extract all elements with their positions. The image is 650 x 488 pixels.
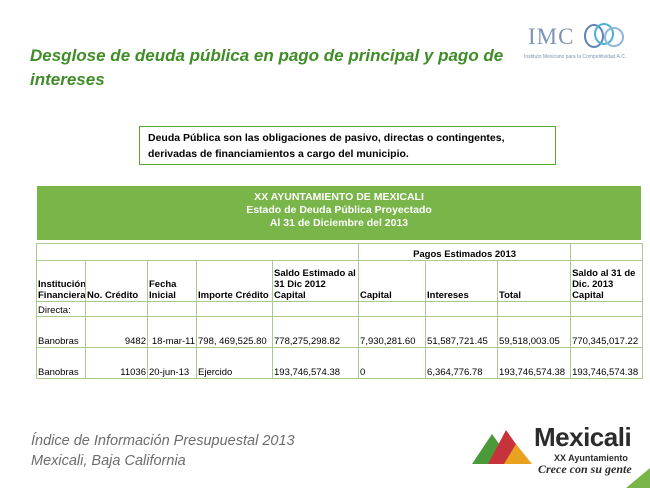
banner-line-3: Al 31 de Diciembre del 2013 (269, 217, 409, 229)
header-total: Total (497, 260, 572, 302)
cell-capital: 7,930,281.60 (358, 316, 427, 348)
definition-box: Deuda Pública son las obligaciones de pa… (139, 126, 556, 165)
table-banner: XX AYUNTAMIENTO DE MEXICALI Estado de De… (37, 186, 641, 240)
cell-total: 59,518,003.05 (497, 316, 572, 348)
imco-logo-subtitle: Instituto Mexicano para la Competitivida… (524, 54, 627, 60)
mexicali-logo: Mexicali XX Ayuntamiento Crece con su ge… (470, 420, 648, 480)
header-intereses: Intereses (425, 260, 499, 302)
debt-table: Pagos Estimados 2013 Institución Financi… (35, 243, 644, 379)
table-group-header-row: Pagos Estimados 2013 (35, 243, 644, 261)
payments-group-header: Pagos Estimados 2013 (358, 243, 572, 261)
footer-line-2: Mexicali, Baja California (31, 453, 186, 469)
footer-line-1: Índice de Información Presupuestal 2013 (31, 433, 295, 449)
header-credito: No. Crédito (85, 260, 148, 302)
table-header-row: Institución Financiera No. Crédito Fecha… (36, 260, 644, 302)
imco-logo-word: IMC (528, 24, 575, 49)
cell-institucion: Banobras (36, 316, 86, 348)
table-cell-empty (570, 243, 644, 261)
mexicali-mountains-icon (472, 430, 532, 464)
cell-fecha: 18-mar-11 (147, 316, 197, 348)
header-capital: Capital (358, 260, 427, 302)
cell-credito: 11036 (85, 347, 148, 379)
cell-importe: Ejercido (196, 347, 273, 379)
cell-total: 193,746,574.38 (497, 347, 572, 379)
cell-intereses: 51,587,721.45 (425, 316, 499, 348)
cell-saldo-2012: 778,275,298.82 (271, 316, 360, 348)
table-row: Banobras 9482 18-mar-11 798, 469,525.80 … (36, 316, 644, 348)
header-fecha: Fecha Inicial (147, 260, 197, 302)
header-saldo-2013: Saldo al 31 de Dic. 2013 Capital (570, 260, 644, 302)
header-institucion: Institución Financiera (36, 260, 86, 302)
cell-saldo-2013: 770,345,017.22 (570, 316, 644, 348)
cell-saldo-2012: 193,746,574.38 (271, 347, 360, 379)
cell-credito: 9482 (85, 316, 148, 348)
cell-fecha: 20-jun-13 (147, 347, 197, 379)
banner-line-1: XX AYUNTAMIENTO DE MEXICALI (254, 191, 424, 203)
slide-title: Desglose de deuda pública en pago de pri… (30, 46, 504, 89)
footer: Índice de Información Presupuestal 2013 … (31, 431, 295, 471)
table-row: Banobras 11036 20-jun-13 Ejercido 193,74… (36, 347, 644, 379)
cell-intereses: 6,364,776.78 (425, 347, 499, 379)
imco-rings-icon (584, 23, 624, 48)
cell-institucion: Banobras (36, 347, 86, 379)
imco-logo: IMC Instituto Mexicano para la Competiti… (524, 14, 628, 66)
mexicali-logo-line-2: Crece con su gente (538, 462, 632, 476)
table-cell-empty (35, 243, 360, 261)
header-importe: Importe Crédito (196, 260, 273, 302)
cell-importe: 798, 469,525.80 (196, 316, 273, 348)
mexicali-logo-word: Mexicali (534, 422, 632, 452)
banner-line-2: Estado de Deuda Pública Proyectado (246, 204, 432, 216)
cell-capital: 0 (358, 347, 427, 379)
header-saldo-2012: Saldo Estimado al 31 Dic 2012 Capital (271, 260, 360, 302)
section-label: Directa: (36, 301, 86, 317)
table-section-row: Directa: (36, 301, 644, 317)
corner-triangle-icon (626, 468, 650, 488)
cell-saldo-2013: 193,746,574.38 (570, 347, 644, 379)
mexicali-logo-line-1: XX Ayuntamiento (554, 453, 628, 463)
